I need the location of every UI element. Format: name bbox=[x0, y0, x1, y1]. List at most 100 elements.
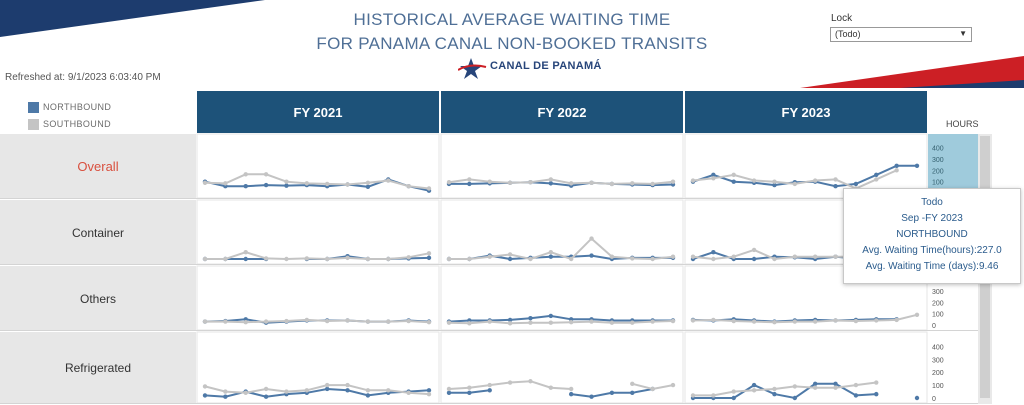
data-point-southbound bbox=[345, 182, 350, 187]
data-point-southbound bbox=[630, 256, 635, 261]
data-point-southbound bbox=[650, 319, 655, 324]
data-point-southbound bbox=[304, 388, 310, 393]
tooltip-period: Sep -FY 2023 bbox=[901, 213, 963, 224]
y-tick-label: 200 bbox=[932, 300, 944, 307]
data-point-southbound bbox=[446, 256, 452, 262]
data-point-northbound bbox=[202, 393, 208, 398]
legend-swatch-northbound bbox=[28, 102, 39, 114]
data-point-southbound bbox=[324, 181, 330, 187]
data-point-southbound bbox=[731, 389, 736, 394]
row-label-overall: Overall bbox=[0, 134, 196, 200]
data-point-southbound bbox=[202, 256, 208, 262]
data-point-northbound bbox=[711, 172, 716, 178]
legend-item-southbound[interactable]: SOUTHBOUND bbox=[28, 119, 111, 131]
series-line-northbound bbox=[448, 314, 673, 323]
data-point-southbound bbox=[548, 177, 554, 182]
data-point-southbound bbox=[812, 319, 818, 324]
data-point-southbound bbox=[650, 181, 655, 187]
data-point-southbound bbox=[304, 181, 310, 186]
data-point-southbound bbox=[467, 385, 472, 390]
data-point-southbound bbox=[670, 179, 676, 184]
data-point-southbound bbox=[548, 320, 554, 325]
row-label-others: Others bbox=[0, 266, 196, 332]
tooltip-lock: Todo bbox=[921, 197, 943, 208]
data-point-southbound bbox=[324, 382, 330, 388]
data-point-southbound bbox=[202, 384, 208, 389]
data-point-southbound bbox=[446, 386, 452, 392]
data-point-southbound bbox=[386, 388, 391, 393]
data-point-northbound bbox=[874, 391, 879, 397]
column-header-fy2022: FY 2022 bbox=[441, 91, 683, 133]
data-point-southbound bbox=[609, 254, 615, 259]
data-point-southbound bbox=[874, 177, 879, 182]
data-point-southbound bbox=[833, 177, 838, 182]
data-point-southbound bbox=[650, 256, 655, 262]
data-point-southbound bbox=[243, 390, 248, 396]
data-point-southbound bbox=[406, 390, 411, 396]
data-point-northbound bbox=[874, 172, 879, 178]
data-point-southbound bbox=[487, 382, 492, 388]
data-point-southbound bbox=[345, 318, 350, 323]
data-point-southbound bbox=[487, 319, 492, 324]
series-line-northbound bbox=[693, 382, 877, 400]
data-point-southbound bbox=[507, 180, 513, 185]
y-tick-label: 400 bbox=[932, 344, 944, 351]
data-point-southbound bbox=[284, 318, 289, 324]
data-point-southbound bbox=[589, 180, 594, 185]
data-point-southbound bbox=[792, 181, 798, 187]
data-point-southbound bbox=[263, 256, 269, 261]
legend-item-northbound[interactable]: NORTHBOUND bbox=[28, 102, 111, 114]
data-point-southbound bbox=[507, 380, 513, 385]
data-point-northbound bbox=[772, 391, 777, 397]
data-point-southbound bbox=[365, 388, 371, 393]
data-point-southbound bbox=[630, 181, 635, 186]
data-point-northbound bbox=[467, 181, 472, 187]
data-point-southbound bbox=[263, 386, 269, 392]
data-point-southbound bbox=[589, 236, 594, 241]
tooltip-hours: Avg. Waiting Time(hours):227.0 bbox=[862, 245, 1002, 256]
data-point-southbound bbox=[263, 172, 269, 177]
data-point-northbound bbox=[751, 256, 757, 262]
column-header-fy2021: FY 2021 bbox=[197, 91, 439, 133]
legend-swatch-southbound bbox=[28, 119, 39, 131]
data-point-northbound bbox=[568, 391, 574, 397]
data-point-southbound bbox=[589, 319, 594, 324]
lock-filter-dropdown[interactable]: (Todo) ▼ bbox=[830, 27, 972, 42]
data-point-northbound bbox=[711, 250, 716, 255]
data-point-southbound bbox=[812, 178, 818, 183]
data-point-southbound bbox=[670, 254, 676, 259]
data-point-southbound bbox=[711, 256, 716, 262]
data-point-northbound bbox=[914, 395, 920, 401]
data-point-southbound bbox=[874, 380, 879, 385]
data-point-southbound bbox=[507, 321, 513, 326]
data-point-southbound bbox=[487, 179, 492, 184]
data-point-northbound bbox=[487, 388, 492, 393]
data-point-southbound bbox=[568, 319, 574, 325]
data-point-southbound bbox=[772, 386, 777, 392]
data-point-southbound bbox=[914, 312, 920, 317]
data-point-southbound bbox=[894, 168, 899, 173]
data-point-southbound bbox=[568, 386, 574, 392]
data-point-northbound bbox=[792, 395, 798, 401]
data-point-northbound bbox=[772, 182, 777, 188]
data-point-northbound bbox=[914, 163, 920, 168]
data-point-southbound bbox=[833, 254, 838, 259]
panel-background bbox=[684, 331, 928, 404]
data-point-southbound bbox=[833, 318, 838, 323]
lock-filter-value: (Todo) bbox=[835, 29, 861, 39]
data-point-northbound bbox=[894, 163, 899, 168]
series-line-southbound bbox=[205, 251, 430, 261]
row-label-container: Container bbox=[0, 200, 196, 266]
data-point-southbound bbox=[772, 319, 777, 325]
data-point-southbound bbox=[406, 184, 411, 189]
series-line-southbound bbox=[692, 313, 918, 324]
legend: NORTHBOUND SOUTHBOUND bbox=[28, 102, 111, 131]
data-point-southbound bbox=[365, 256, 371, 262]
data-point-southbound bbox=[426, 186, 432, 191]
data-point-northbound bbox=[751, 382, 757, 388]
data-point-southbound bbox=[670, 382, 676, 388]
hover-tooltip: Todo Sep -FY 2023 NORTHBOUND Avg. Waitin… bbox=[843, 188, 1021, 284]
lock-filter-label: Lock bbox=[831, 13, 853, 24]
data-point-northbound bbox=[426, 255, 432, 261]
data-point-southbound bbox=[568, 256, 574, 262]
